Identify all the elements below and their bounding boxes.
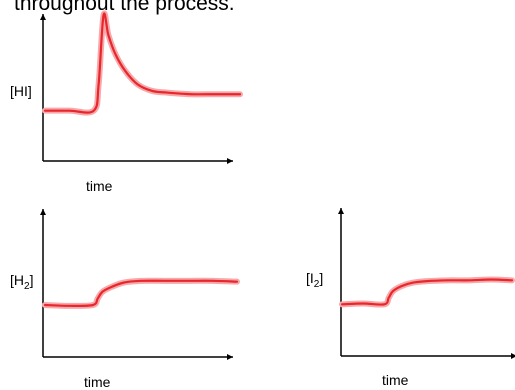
chart2-ylabel: [H2] [10,272,34,292]
chart1-xlabel: time [86,178,113,194]
chart2-x-arrow [227,354,233,360]
chart3-ylabel: [I2] [306,270,324,290]
chart2-xlabel: time [84,374,111,390]
chart1-x-arrow [227,158,233,164]
chart3-series-line [340,278,514,306]
chart3-series-glow [339,276,515,308]
chart1-series-glow [42,10,243,116]
chart1-series-line [43,12,242,114]
heading-fragment: throughout the process. [14,0,235,15]
chart2-y-arrow [40,209,46,215]
chart2-series-line [43,279,239,307]
chart3-x-arrow [511,353,515,359]
chart3-xlabel: time [382,372,409,388]
chart3-y-arrow [338,208,344,214]
chart2-series-glow [42,277,240,309]
chart1-ylabel: [HI] [10,83,32,99]
chart1-y-arrow [40,14,46,20]
